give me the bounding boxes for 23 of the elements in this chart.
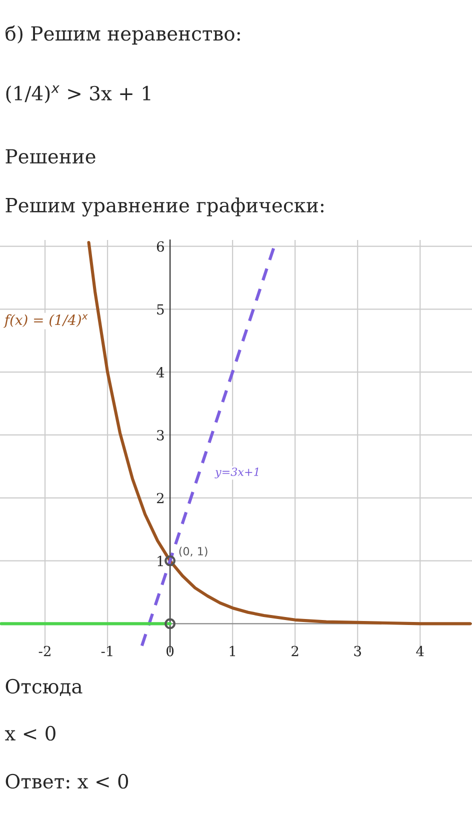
chart-title: б) Решим неравенство: — [6, 25, 240, 45]
text: Решение — [6, 149, 96, 164]
x-tick-label: 1 — [230, 646, 236, 656]
x-tick-label: 2 — [292, 646, 298, 656]
annotation: (0, 1) — [179, 546, 208, 557]
x-tick-label: -1 — [101, 646, 112, 656]
x-tick-label: 3 — [354, 646, 361, 656]
text: Отсюда — [6, 678, 82, 696]
y-tick-label: 6 — [156, 241, 164, 252]
text: Ответ: x < 0 — [6, 774, 128, 789]
x-tick-label: 4 — [416, 646, 424, 656]
x-tick-label: 0 — [166, 646, 174, 656]
series-label: f(x) = (1/4)$^{x}$ — [4, 314, 88, 328]
series-label: y=3x+1 — [214, 468, 258, 478]
y-tick-label: 4 — [156, 367, 164, 378]
x-tick-label: -2 — [38, 646, 50, 656]
y-tick-label: 5 — [157, 304, 164, 315]
y-tick-label: 1 — [158, 556, 163, 566]
y-tick-label: 3 — [157, 430, 164, 440]
y-tick-label: 2 — [156, 492, 164, 504]
text: Решим уравнение графически: — [6, 197, 324, 217]
text: (1/4)$^{x}$ > 3x + 1 — [6, 85, 150, 104]
text: x < 0 — [4, 726, 56, 741]
